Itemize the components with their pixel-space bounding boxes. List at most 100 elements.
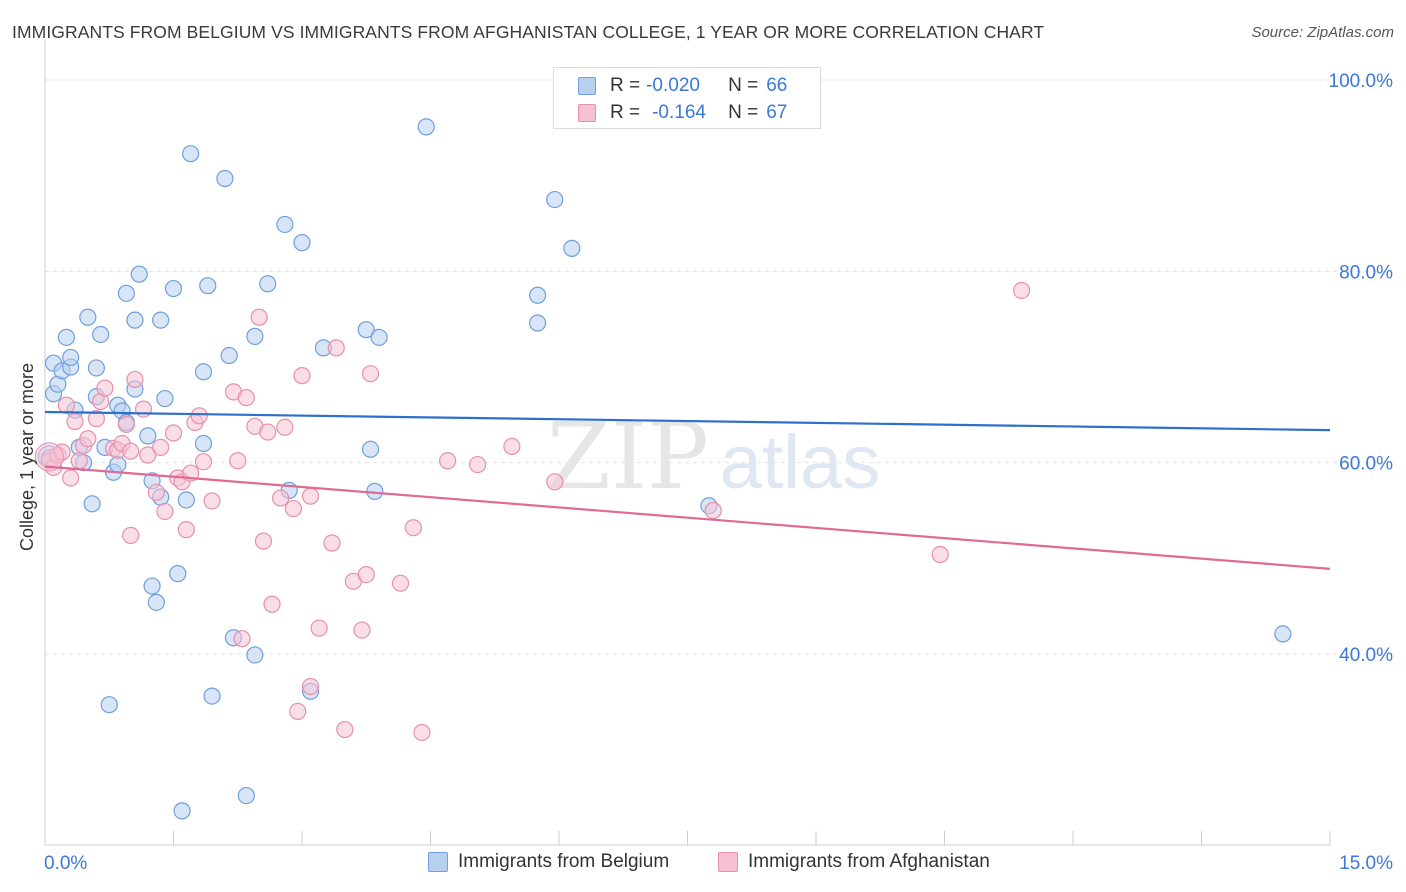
trend-line-afghanistan — [44, 465, 1331, 570]
afghanistan-point — [289, 702, 307, 721]
belgium-point — [79, 308, 97, 326]
y-tick-label: 100.0% — [1329, 71, 1394, 92]
bottom-legend-label: Immigrants from Afghanistan — [748, 851, 990, 872]
afghanistan-point — [353, 621, 371, 639]
afghanistan-point — [229, 452, 247, 470]
belgium-point — [156, 389, 174, 408]
belgium-point — [139, 427, 157, 445]
belgium-point — [357, 321, 375, 339]
afghanistan-point — [503, 437, 521, 456]
afghanistan-point — [34, 442, 64, 472]
belgium-point — [182, 145, 200, 163]
belgium-point — [62, 348, 80, 367]
afghanistan-point — [310, 619, 328, 637]
belgium-point — [169, 565, 187, 583]
legend-n-label: N = — [728, 75, 759, 96]
belgium-point — [143, 577, 161, 595]
afghanistan-point — [147, 483, 165, 501]
afghanistan-point — [323, 534, 341, 552]
trend-lines — [44, 410, 1331, 570]
afghanistan-point — [177, 521, 195, 539]
belgium-point — [57, 328, 76, 346]
afghanistan-point — [233, 630, 251, 648]
y-tick-label: 40.0% — [1339, 645, 1393, 666]
grid-lines — [45, 79, 1392, 655]
belgium-point — [1274, 625, 1292, 643]
afghanistan-point — [237, 389, 255, 407]
afghanistan-point — [357, 565, 375, 584]
x-tick-label: 15.0% — [1339, 853, 1393, 874]
afghanistan-point — [156, 502, 174, 521]
chart-title: IMMIGRANTS FROM BELGIUM VS IMMIGRANTS FR… — [12, 22, 1045, 42]
belgium-point — [216, 169, 234, 188]
legend-r-value: -0.164 — [652, 102, 706, 123]
afghanistan-point — [439, 452, 457, 470]
legend-row-afghanistan: R = -0.164 N = 67 — [578, 101, 788, 125]
belgium-point — [130, 265, 148, 283]
afghanistan-point — [194, 453, 213, 471]
belgium-point — [109, 455, 127, 474]
belgium-point — [83, 495, 101, 513]
afghanistan-point — [152, 438, 170, 456]
belgium-point — [246, 327, 264, 345]
legend-swatch-afghanistan — [578, 104, 596, 122]
afghanistan-point — [87, 410, 106, 428]
afghanistan-point — [96, 379, 114, 397]
afghanistan-point — [404, 519, 422, 537]
x-tick-label: 0.0% — [44, 853, 87, 874]
afghanistan-point — [284, 499, 303, 518]
belgium-point — [237, 786, 255, 805]
y-tick-label: 80.0% — [1339, 262, 1393, 283]
series-afghanistan-points — [34, 281, 1031, 742]
afghanistan-point — [413, 723, 431, 742]
belgium-point — [276, 215, 294, 234]
belgium-point — [147, 593, 165, 611]
legend-n-value: 67 — [766, 102, 788, 123]
source-credit: Source: ZipAtlas.com — [1251, 24, 1394, 41]
belgium-point — [293, 234, 311, 252]
legend-r-label: R = — [610, 102, 641, 123]
legend-r-value: -0.020 — [646, 75, 700, 96]
legend-n-label: N = — [728, 102, 759, 123]
belgium-point — [546, 190, 564, 209]
afghanistan-point — [164, 424, 183, 442]
afghanistan-point — [704, 501, 722, 520]
afghanistan-point — [259, 423, 277, 441]
afghanistan-point — [293, 367, 311, 385]
afghanistan-point — [250, 308, 268, 326]
afghanistan-point — [263, 595, 281, 613]
correlation-legend: R = -0.020 N = 66 R = -0.164 N = 67 — [553, 67, 821, 129]
bottom-legend-afghanistan: Immigrants from Afghanistan — [718, 851, 990, 873]
bottom-legend-belgium: Immigrants from Belgium — [428, 851, 669, 873]
belgium-point — [370, 328, 388, 346]
legend-r-label: R = — [610, 75, 641, 96]
belgium-point — [173, 802, 191, 820]
afghanistan-point — [126, 370, 144, 389]
afghanistan-point — [66, 412, 84, 431]
afghanistan-point — [336, 720, 354, 739]
trend-line-belgium — [44, 410, 1331, 432]
afghanistan-point — [70, 452, 88, 470]
belgium-point — [194, 363, 213, 381]
belgium-point — [417, 118, 435, 136]
bottom-legend-swatch-belgium — [428, 852, 448, 872]
belgium-point — [563, 239, 581, 257]
legend-row-belgium: R = -0.020 N = 66 — [578, 74, 787, 98]
belgium-point — [361, 440, 380, 458]
belgium-point — [246, 646, 264, 664]
afghanistan-point — [79, 430, 97, 448]
belgium-point — [87, 359, 106, 377]
belgium-point — [92, 325, 110, 344]
belgium-point — [528, 314, 547, 332]
afghanistan-point — [122, 442, 140, 460]
afghanistan-point — [139, 446, 157, 464]
afghanistan-point — [327, 339, 345, 357]
afghanistan-point — [190, 407, 208, 425]
belgium-point — [259, 275, 277, 293]
belgium-point — [194, 434, 213, 453]
y-tick-label: 60.0% — [1339, 454, 1393, 475]
afghanistan-point — [301, 677, 320, 696]
belgium-point — [199, 277, 217, 295]
afghanistan-point — [469, 455, 487, 474]
afghanistan-point — [271, 489, 290, 507]
